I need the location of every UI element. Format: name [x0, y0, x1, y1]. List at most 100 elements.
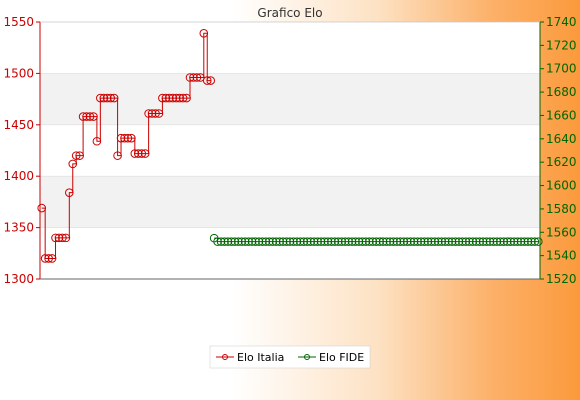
- data-point: [451, 237, 460, 246]
- data-point: [289, 237, 298, 246]
- legend: Elo Italia Elo FIDE: [209, 345, 371, 369]
- data-point: [175, 93, 184, 103]
- data-point: [313, 237, 322, 246]
- data-point: [261, 237, 271, 246]
- data-point: [333, 237, 343, 246]
- right-tick-label: 1660: [546, 108, 577, 122]
- legend-label-elo-fide: Elo FIDE: [319, 351, 364, 364]
- data-point: [406, 237, 415, 246]
- data-point: [306, 237, 315, 246]
- data-point: [54, 233, 64, 243]
- data-point: [254, 237, 264, 246]
- right-tick-label: 1600: [546, 179, 577, 193]
- data-point: [247, 237, 257, 246]
- data-point: [78, 112, 88, 121]
- series-elo-fide: [209, 233, 543, 246]
- data-point: [285, 237, 295, 246]
- data-point: [423, 237, 433, 246]
- data-point: [292, 237, 302, 246]
- data-point: [106, 93, 115, 103]
- data-point: [233, 237, 243, 246]
- legend-item-elo-fide: Elo FIDE: [298, 351, 364, 364]
- data-point: [189, 73, 198, 82]
- data-point: [165, 93, 174, 103]
- data-point: [237, 237, 247, 246]
- data-point: [99, 93, 109, 103]
- data-point: [485, 237, 495, 246]
- data-point: [475, 237, 484, 246]
- data-point: [530, 237, 540, 246]
- data-point: [51, 233, 60, 243]
- data-point: [509, 237, 519, 246]
- left-tick-label: 1450: [3, 118, 34, 132]
- data-point: [471, 237, 481, 246]
- data-point: [161, 93, 171, 103]
- data-point: [89, 112, 98, 121]
- left-tick-label: 1300: [3, 272, 34, 286]
- data-point: [113, 151, 122, 160]
- data-point: [144, 109, 153, 118]
- series-layer: [37, 29, 543, 263]
- data-point: [140, 149, 150, 158]
- data-point: [244, 237, 253, 246]
- data-point: [258, 237, 267, 246]
- data-point: [213, 237, 222, 246]
- data-point: [216, 237, 226, 246]
- data-point: [127, 133, 136, 143]
- data-point: [533, 237, 543, 246]
- data-point: [147, 109, 157, 118]
- data-point: [427, 237, 436, 246]
- data-point: [430, 237, 440, 246]
- data-point: [385, 237, 395, 246]
- right-tick-label: 1560: [546, 225, 577, 239]
- series-elo-italia: [37, 29, 215, 263]
- left-tick-label: 1500: [3, 66, 34, 80]
- data-point: [302, 237, 312, 246]
- data-point: [347, 237, 357, 246]
- left-axis: 1300 1350 1400 1450 1500 1550: [3, 15, 41, 286]
- data-point: [413, 237, 422, 246]
- right-tick-label: 1580: [546, 202, 577, 216]
- data-point: [230, 237, 240, 246]
- data-point: [309, 237, 319, 246]
- data-point: [37, 203, 47, 213]
- data-point: [354, 237, 364, 246]
- data-point: [109, 93, 119, 103]
- legend-item-elo-italia: Elo Italia: [216, 351, 284, 364]
- data-point: [178, 93, 188, 103]
- data-point: [506, 237, 515, 246]
- data-point: [251, 237, 260, 246]
- data-point: [65, 188, 74, 197]
- data-point: [154, 109, 164, 118]
- data-point: [340, 237, 350, 246]
- data-point: [371, 237, 381, 246]
- data-point: [296, 237, 305, 246]
- data-point: [85, 112, 95, 121]
- data-point: [223, 237, 233, 246]
- data-point: [399, 237, 409, 246]
- data-point: [468, 237, 478, 246]
- right-tick-label: 1700: [546, 62, 577, 76]
- data-point: [389, 237, 398, 246]
- data-point: [196, 73, 205, 82]
- data-point: [437, 237, 447, 246]
- data-point: [378, 237, 388, 246]
- data-point: [330, 237, 340, 246]
- data-point: [92, 136, 102, 146]
- left-tick-label: 1550: [3, 15, 34, 29]
- data-point: [206, 76, 215, 85]
- data-point: [375, 237, 384, 246]
- data-point: [458, 237, 467, 246]
- data-point: [133, 149, 143, 158]
- data-point: [240, 237, 250, 246]
- data-point: [351, 237, 360, 246]
- data-point: [271, 237, 281, 246]
- data-point: [75, 151, 84, 160]
- chart-title: Grafico Elo: [257, 6, 322, 20]
- data-point: [433, 237, 443, 246]
- data-point: [461, 237, 471, 246]
- data-point: [316, 237, 326, 246]
- data-point: [382, 237, 391, 246]
- data-point: [478, 237, 488, 246]
- data-point: [440, 237, 450, 246]
